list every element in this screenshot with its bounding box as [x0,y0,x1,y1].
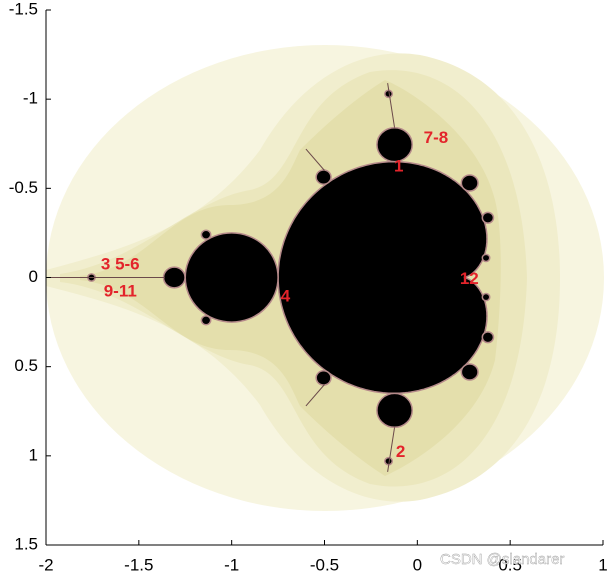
bulb [315,370,332,386]
bulb [376,392,413,429]
x-tick-label: 1 [598,555,607,574]
x-tick-label: -2 [38,555,53,574]
bulb [376,126,413,163]
x-tick-label: -1 [224,555,239,574]
bulb [460,174,479,192]
annotation: 7-8 [424,128,449,147]
x-tick-label: -0.5 [310,555,339,574]
y-tick-label: 0.5 [14,356,38,375]
filament [305,384,325,407]
x-tick-label: 0 [413,555,422,574]
y-tick-label: 1 [29,445,38,464]
x-tick-label: -1.5 [124,555,153,574]
bulb [184,232,279,323]
bulb [481,292,491,302]
annotation: 1 [394,156,403,175]
y-tick-label: -0.5 [9,178,38,197]
bulb [481,331,495,344]
bulb [200,229,212,240]
annotation: 4 [281,287,291,306]
annotation: 2 [396,442,405,461]
annotation: 9-11 [104,281,137,300]
bulb [481,253,491,263]
bulb [162,266,186,289]
bulb [460,363,479,381]
watermark: CSDN @slandarer [440,551,564,568]
filament [387,427,396,472]
annotation: 12 [460,269,479,288]
y-tick-label: 1.5 [14,534,38,553]
x-tick-label: 0.5 [498,555,522,574]
y-tick-label: -1.5 [9,0,38,18]
y-tick-label: 0 [29,267,38,286]
bulb [315,169,332,185]
filament [387,83,396,128]
mandelbrot-set [46,83,495,472]
y-tick-label: -1 [23,89,38,108]
bulb [481,211,495,224]
filament [305,148,325,171]
annotation: 3 5-6 [101,255,140,274]
bulb [200,315,212,326]
